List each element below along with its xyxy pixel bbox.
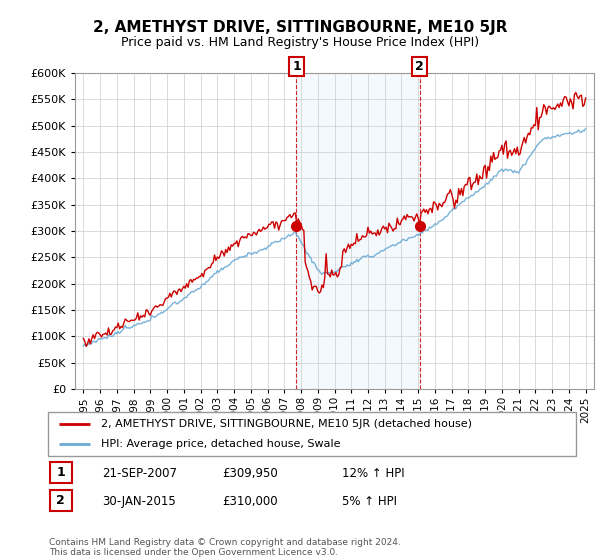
- Text: Price paid vs. HM Land Registry's House Price Index (HPI): Price paid vs. HM Land Registry's House …: [121, 36, 479, 49]
- Text: 1: 1: [56, 466, 65, 479]
- Text: 2, AMETHYST DRIVE, SITTINGBOURNE, ME10 5JR (detached house): 2, AMETHYST DRIVE, SITTINGBOURNE, ME10 5…: [101, 419, 472, 429]
- Bar: [296, 73, 419, 389]
- Text: 5% ↑ HPI: 5% ↑ HPI: [342, 494, 397, 508]
- Text: 21-SEP-2007: 21-SEP-2007: [102, 466, 177, 480]
- FancyBboxPatch shape: [50, 491, 71, 511]
- Text: £309,950: £309,950: [222, 466, 278, 480]
- Text: HPI: Average price, detached house, Swale: HPI: Average price, detached house, Swal…: [101, 439, 340, 449]
- Text: £310,000: £310,000: [222, 494, 278, 508]
- Text: 12% ↑ HPI: 12% ↑ HPI: [342, 466, 404, 480]
- Text: 1: 1: [292, 60, 301, 73]
- FancyBboxPatch shape: [48, 412, 576, 456]
- Text: 2: 2: [56, 494, 65, 507]
- Text: 2: 2: [415, 60, 424, 73]
- Text: 30-JAN-2015: 30-JAN-2015: [102, 494, 176, 508]
- Text: Contains HM Land Registry data © Crown copyright and database right 2024.
This d: Contains HM Land Registry data © Crown c…: [49, 538, 401, 557]
- Text: 2, AMETHYST DRIVE, SITTINGBOURNE, ME10 5JR: 2, AMETHYST DRIVE, SITTINGBOURNE, ME10 5…: [93, 20, 507, 35]
- FancyBboxPatch shape: [50, 463, 71, 483]
